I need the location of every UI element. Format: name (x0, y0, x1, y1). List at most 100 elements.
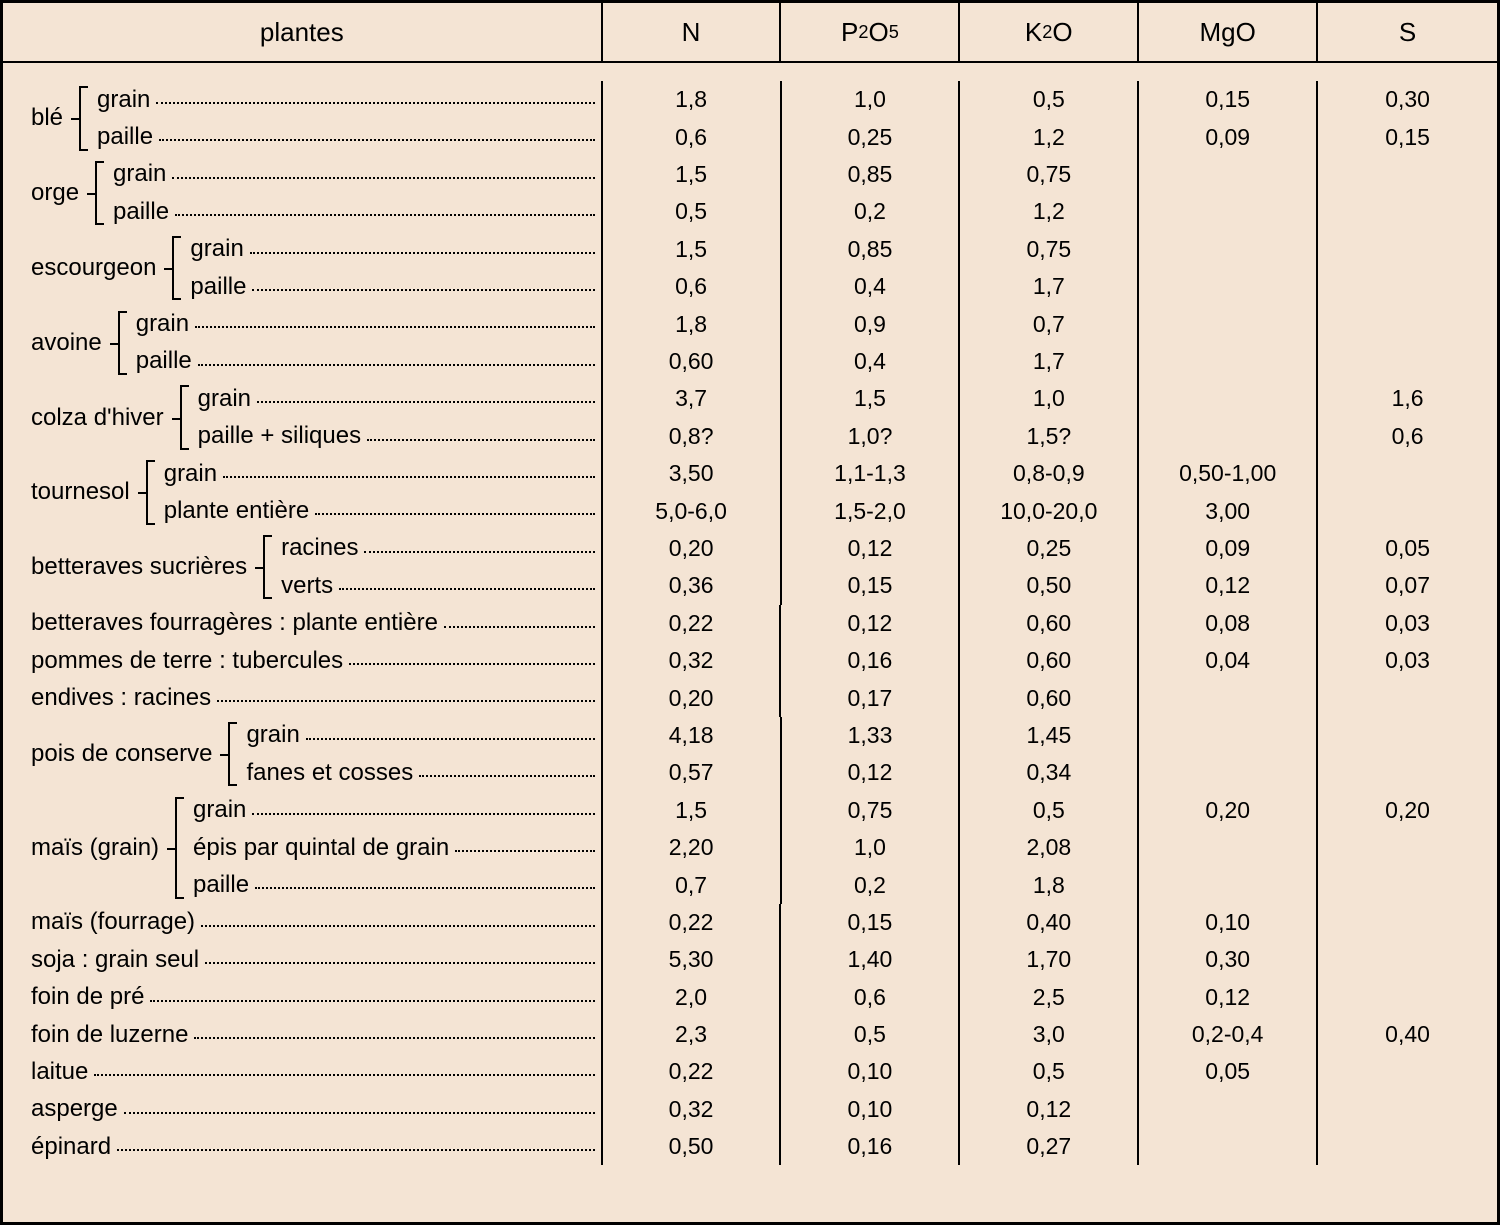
leader-dots (349, 652, 594, 665)
cell-n: 0,36 (603, 567, 782, 604)
cell-s (1318, 829, 1497, 866)
cell-n: 0,20 (603, 530, 782, 567)
cell-n: 1,8 (603, 81, 782, 118)
plant-cell: paille (3, 866, 603, 903)
cell-mg (1139, 1091, 1318, 1128)
leader-dots (117, 1138, 595, 1151)
plant-cell: maïs (fourrage) (3, 904, 603, 941)
table-row: paille0,70,21,8 (3, 866, 1497, 903)
plant-cell: paille + siliques (3, 418, 603, 455)
table-row: grain3,71,51,01,6 (3, 380, 1497, 417)
cell-p: 1,0? (782, 418, 961, 455)
cell-k: 0,25 (960, 530, 1139, 567)
cell-p: 0,15 (781, 904, 960, 941)
cell-n: 0,22 (603, 1053, 782, 1090)
plant-label: maïs (fourrage) (31, 908, 195, 936)
cell-s: 1,6 (1318, 380, 1497, 417)
cell-n: 0,32 (603, 642, 782, 679)
table-row: paille0,60,251,20,090,15 (3, 118, 1497, 155)
cell-k: 0,7 (960, 305, 1139, 342)
sub-label: verts (275, 572, 333, 600)
plant-cell: grain (3, 380, 603, 417)
sub-label: grain (192, 385, 251, 413)
table-row: foin de luzerne2,30,53,00,2-0,40,40 (3, 1016, 1497, 1053)
col-header-mgo: MgO (1139, 3, 1318, 61)
leader-dots (455, 839, 595, 852)
cell-mg (1139, 754, 1318, 791)
plant-cell: laitue (3, 1053, 603, 1090)
cell-k: 0,75 (960, 231, 1139, 268)
plant-label: betteraves fourragères : plante entière (31, 609, 438, 637)
sub-label: paille (107, 198, 169, 226)
cell-p: 0,10 (781, 1091, 960, 1128)
cell-mg: 0,50-1,00 (1139, 455, 1318, 492)
sub-label: grain (240, 721, 299, 749)
plant-cell: grain (3, 231, 603, 268)
cell-s: 0,05 (1318, 530, 1497, 567)
cell-n: 0,60 (603, 343, 782, 380)
table-row: verts0,360,150,500,120,07 (3, 567, 1497, 604)
table-row: paille0,50,21,2 (3, 193, 1497, 230)
cell-p: 1,1-1,3 (782, 455, 961, 492)
cell-n: 0,22 (603, 904, 782, 941)
leader-dots (159, 129, 595, 142)
group-blé: blégrain1,81,00,50,150,30paille0,60,251,… (3, 81, 1497, 156)
leader-dots (124, 1101, 595, 1114)
cell-mg (1139, 829, 1318, 866)
cell-n: 3,7 (603, 380, 782, 417)
cell-s (1318, 1053, 1497, 1090)
leader-dots (150, 989, 594, 1002)
cell-p: 0,5 (781, 1016, 960, 1053)
cell-p: 0,85 (782, 231, 961, 268)
cell-mg (1139, 717, 1318, 754)
cell-s (1318, 1128, 1497, 1165)
cell-p: 0,12 (782, 530, 961, 567)
cell-n: 5,0-6,0 (603, 492, 782, 529)
cell-n: 2,0 (603, 979, 782, 1016)
col-header-k2o: K2O (960, 3, 1139, 61)
plant-label: foin de pré (31, 983, 144, 1011)
cell-s (1318, 979, 1497, 1016)
cell-n: 0,5 (603, 193, 782, 230)
cell-s (1318, 455, 1497, 492)
plant-cell: grain (3, 455, 603, 492)
cell-s (1318, 305, 1497, 342)
plant-label: pommes de terre : tubercules (31, 647, 343, 675)
cell-p: 0,17 (781, 679, 960, 716)
cell-p: 0,4 (782, 343, 961, 380)
sub-label: grain (184, 235, 243, 263)
cell-k: 0,5 (960, 81, 1139, 118)
cell-mg (1139, 156, 1318, 193)
group-orge: orgegrain1,50,850,75paille0,50,21,2 (3, 156, 1497, 231)
leader-dots (194, 1026, 594, 1039)
leader-dots (217, 690, 595, 703)
leader-dots (255, 877, 595, 890)
table-row: betteraves fourragères : plante entière0… (3, 605, 1497, 642)
cell-s: 0,20 (1318, 792, 1497, 829)
sub-label: paille (187, 871, 249, 899)
leader-dots (252, 802, 594, 815)
cell-s (1318, 941, 1497, 978)
table-row: paille0,60,41,7 (3, 268, 1497, 305)
cell-n: 3,50 (603, 455, 782, 492)
table-row: paille0,600,41,7 (3, 343, 1497, 380)
group-colza-d'hiver: colza d'hivergrain3,71,51,01,6paille + s… (3, 380, 1497, 455)
cell-k: 1,7 (960, 343, 1139, 380)
cell-s (1318, 343, 1497, 380)
cell-p: 0,6 (781, 979, 960, 1016)
plant-cell: épinard (3, 1128, 603, 1165)
cell-n: 1,8 (603, 305, 782, 342)
cell-k: 0,34 (960, 754, 1139, 791)
cell-k: 0,50 (960, 567, 1139, 604)
group-tournesol: tournesolgrain3,501,1-1,30,8-0,90,50-1,0… (3, 455, 1497, 530)
cell-p: 1,40 (781, 941, 960, 978)
plant-label: asperge (31, 1095, 118, 1123)
cell-s: 0,07 (1318, 567, 1497, 604)
table-row: grain1,80,90,7 (3, 305, 1497, 342)
cell-mg (1139, 418, 1318, 455)
plant-cell: paille (3, 343, 603, 380)
cell-s (1318, 1091, 1497, 1128)
cell-n: 2,20 (603, 829, 782, 866)
cell-n: 0,20 (603, 679, 782, 716)
sub-label: grain (187, 796, 246, 824)
